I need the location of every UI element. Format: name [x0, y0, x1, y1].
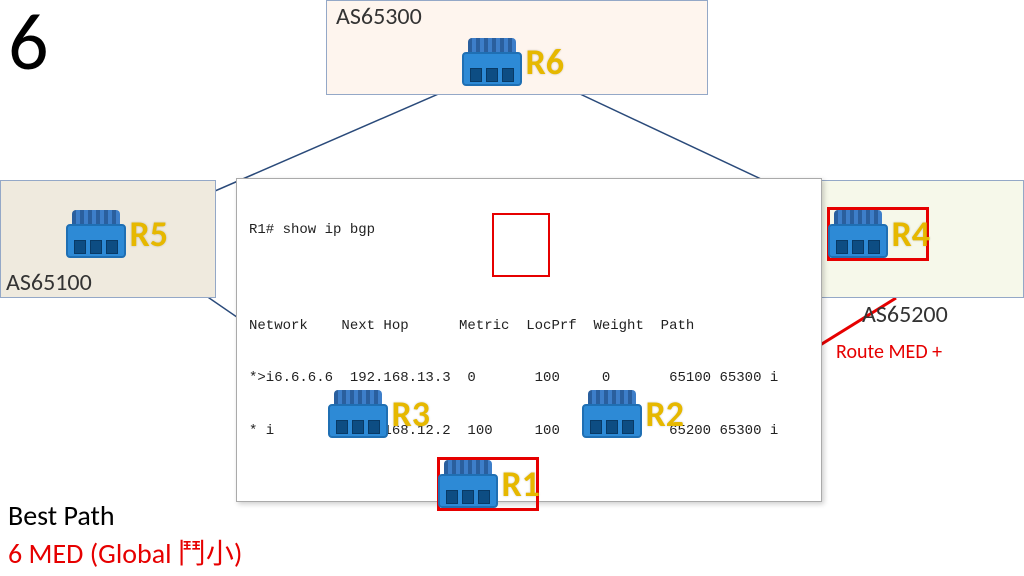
metric-highlight-box — [492, 213, 550, 277]
router-icon — [582, 390, 642, 438]
slide-number: 6 — [8, 0, 49, 91]
bgp-terminal: R1# show ip bgp Network Next Hop Metric … — [236, 178, 822, 502]
router-R5: R5 — [66, 208, 166, 260]
as-label-as65200: AS65200 — [862, 300, 948, 329]
best-path-label: Best Path — [8, 498, 115, 533]
router-icon — [438, 460, 498, 508]
router-R2: R2 — [582, 388, 682, 440]
med-global-label: 6 MED (Global 鬥小) — [8, 532, 242, 572]
router-R3: R3 — [328, 388, 428, 440]
router-label: R5 — [129, 212, 168, 256]
router-icon — [462, 38, 522, 86]
router-label: R2 — [645, 392, 684, 436]
diagram-stage: 6 AS65300AS65100AS65200AS65000 R1# show … — [0, 0, 1024, 576]
router-icon — [328, 390, 388, 438]
router-R1: R1 — [438, 458, 538, 510]
router-icon — [66, 210, 126, 258]
as-label-as65100: AS65100 — [6, 268, 92, 297]
router-R4: R4 — [828, 208, 928, 260]
router-R6: R6 — [462, 36, 562, 88]
router-label: R4 — [891, 212, 930, 256]
term-row-1: *>i6.6.6.6 192.168.13.3 0 100 0 65100 65… — [249, 370, 809, 388]
router-icon — [828, 210, 888, 258]
as-label-as65300: AS65300 — [336, 2, 422, 31]
route-med-label: Route MED + — [836, 340, 942, 364]
router-label: R6 — [525, 40, 564, 84]
router-label: R3 — [391, 392, 430, 436]
term-header: Network Next Hop Metric LocPrf Weight Pa… — [249, 318, 809, 336]
router-label: R1 — [501, 462, 540, 506]
